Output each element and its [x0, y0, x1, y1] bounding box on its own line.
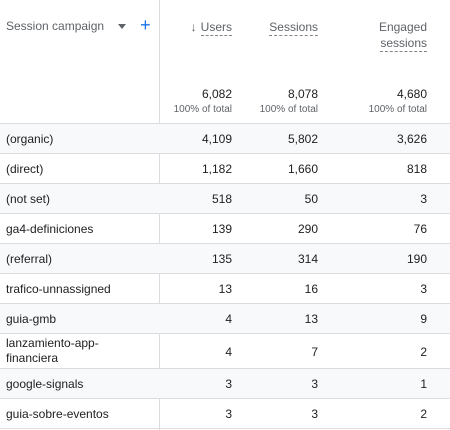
table-row[interactable]: (organic) 4,109 5,802 3,626 — [0, 124, 450, 154]
engaged-sessions-cell: 76 — [413, 222, 427, 236]
engaged-sessions-cell: 1 — [420, 377, 427, 391]
sessions-cell: 3 — [311, 407, 318, 421]
users-column-header[interactable]: ↓ Users — [190, 20, 232, 36]
campaign-cell: trafico-unnassigned — [6, 282, 111, 296]
users-cell: 518 — [211, 192, 232, 206]
engaged-sessions-cell: 2 — [420, 407, 427, 421]
sessions-cell: 290 — [297, 222, 318, 236]
campaign-cell: guia-sobre-eventos — [6, 407, 109, 421]
campaign-cell: google-signals — [6, 377, 84, 391]
sessions-cell: 3 — [311, 377, 318, 391]
sessions-cell: 314 — [297, 252, 318, 266]
column-divider — [159, 0, 160, 430]
sessions-cell: 16 — [304, 282, 318, 296]
sessions-cell: 7 — [311, 345, 318, 359]
campaign-cell: (organic) — [6, 132, 54, 146]
dimension-label[interactable]: Session campaign — [6, 19, 105, 33]
table-header: Session campaign + ↓ Users Sessions Engag… — [0, 0, 450, 124]
table-row[interactable]: trafico-unnassigned 13 16 3 — [0, 274, 450, 304]
dimension-header: Session campaign + — [6, 15, 151, 35]
table-row[interactable]: guia-gmb 4 13 9 — [0, 304, 450, 334]
sessions-column-header[interactable]: Sessions — [269, 20, 318, 36]
table-row[interactable]: (referral) 135 314 190 — [0, 244, 450, 274]
engaged-sessions-cell: 3,626 — [396, 132, 427, 146]
users-cell: 139 — [211, 222, 232, 236]
table-row[interactable]: guia-sobre-eventos 3 3 2 — [0, 399, 450, 429]
users-cell: 3 — [225, 407, 232, 421]
users-cell: 3 — [225, 377, 232, 391]
campaign-cell: (referral) — [6, 252, 53, 266]
sessions-cell: 13 — [304, 312, 318, 326]
users-total: 6,082 100% of total — [173, 87, 232, 115]
engaged-sessions-cell: 3 — [420, 282, 427, 296]
campaign-cell: guia-gmb — [6, 312, 57, 326]
users-cell: 4,109 — [201, 132, 232, 146]
dropdown-arrow-icon[interactable] — [118, 24, 127, 29]
users-cell: 4 — [225, 312, 232, 326]
engaged-sessions-cell: 3 — [420, 192, 427, 206]
table-row[interactable]: ga4-definiciones 139 290 76 — [0, 214, 450, 244]
engaged-sessions-cell: 818 — [406, 162, 427, 176]
sessions-cell: 5,802 — [287, 132, 318, 146]
campaign-cell: (not set) — [6, 192, 51, 206]
users-cell: 13 — [218, 282, 232, 296]
table-row[interactable]: lanzamiento-app- financiera 4 7 2 — [0, 334, 450, 369]
table-row[interactable]: (not set) 518 50 3 — [0, 184, 450, 214]
engaged-sessions-column-header[interactable]: Engaged sessions — [378, 20, 427, 52]
users-cell: 135 — [211, 252, 232, 266]
engaged-sessions-cell: 2 — [420, 345, 427, 359]
table-body: (organic) 4,109 5,802 3,626 (direct) 1,1… — [0, 124, 450, 429]
add-icon[interactable]: + — [140, 15, 151, 35]
users-cell: 1,182 — [201, 162, 232, 176]
campaign-cell: ga4-definiciones — [6, 222, 94, 236]
table-row[interactable]: (direct) 1,182 1,660 818 — [0, 154, 450, 184]
engaged-sessions-cell: 9 — [420, 312, 427, 326]
users-cell: 4 — [225, 345, 232, 359]
campaign-cell: lanzamiento-app- financiera — [6, 336, 99, 365]
sessions-cell: 50 — [304, 192, 318, 206]
sort-down-arrow-icon: ↓ — [190, 20, 197, 34]
engaged-sessions-total: 4,680 100% of total — [368, 87, 427, 115]
sessions-total: 8,078 100% of total — [259, 87, 318, 115]
campaign-cell: (direct) — [6, 162, 44, 176]
engaged-sessions-cell: 190 — [406, 252, 427, 266]
table-row[interactable]: google-signals 3 3 1 — [0, 369, 450, 399]
sessions-cell: 1,660 — [287, 162, 318, 176]
